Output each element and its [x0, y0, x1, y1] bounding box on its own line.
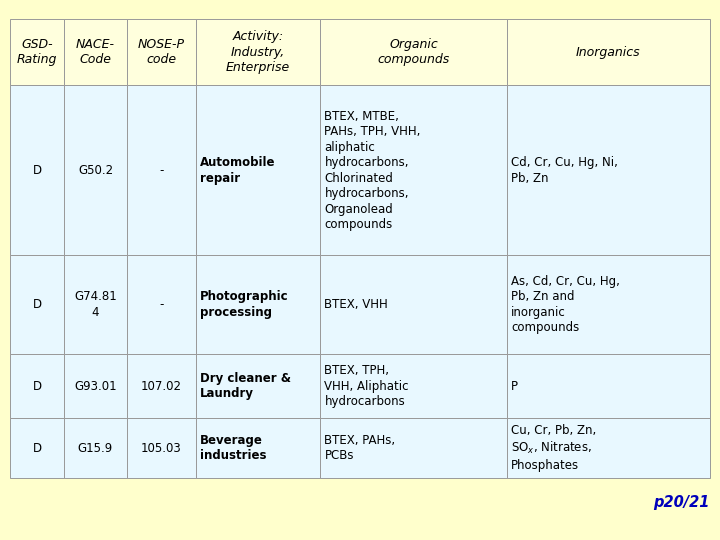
Text: P: P	[511, 380, 518, 393]
Bar	[507, 85, 710, 255]
Bar	[127, 354, 196, 418]
Text: 105.03: 105.03	[141, 442, 181, 455]
Bar	[64, 255, 127, 354]
Text: -: -	[159, 164, 163, 177]
Bar	[10, 418, 64, 478]
Text: NACE-
Code: NACE- Code	[76, 38, 115, 66]
Text: BTEX, TPH,
VHH, Aliphatic
hydrocarbons: BTEX, TPH, VHH, Aliphatic hydrocarbons	[325, 364, 409, 408]
Text: BTEX, VHH: BTEX, VHH	[325, 298, 388, 311]
Bar	[127, 19, 196, 85]
Text: Beverage
industries: Beverage industries	[200, 434, 266, 462]
Bar	[64, 85, 127, 255]
Text: Cd, Cr, Cu, Hg, Ni,
Pb, Zn: Cd, Cr, Cu, Hg, Ni, Pb, Zn	[511, 156, 618, 185]
Text: BTEX, PAHs,
PCBs: BTEX, PAHs, PCBs	[325, 434, 395, 462]
Text: D: D	[32, 164, 42, 177]
Bar	[10, 19, 64, 85]
Bar	[507, 19, 710, 85]
Bar	[320, 255, 507, 354]
Bar	[320, 418, 507, 478]
Text: NOSE-P
code: NOSE-P code	[138, 38, 185, 66]
Text: G50.2: G50.2	[78, 164, 113, 177]
Text: D: D	[32, 442, 42, 455]
Text: D: D	[32, 298, 42, 311]
Bar	[196, 85, 320, 255]
Bar	[196, 354, 320, 418]
Text: 107.02: 107.02	[140, 380, 181, 393]
Bar	[127, 255, 196, 354]
Bar	[196, 418, 320, 478]
Text: -: -	[159, 298, 163, 311]
Bar	[507, 354, 710, 418]
Text: Activity:
Industry,
Enterprise: Activity: Industry, Enterprise	[225, 30, 290, 74]
Bar	[196, 19, 320, 85]
Text: Dry cleaner &
Laundry: Dry cleaner & Laundry	[200, 372, 291, 400]
Bar	[64, 354, 127, 418]
Bar	[10, 255, 64, 354]
Bar	[64, 418, 127, 478]
Text: Organic
compounds: Organic compounds	[377, 38, 450, 66]
Bar	[127, 85, 196, 255]
Bar	[507, 255, 710, 354]
Text: p20/21: p20/21	[653, 495, 709, 510]
Bar	[64, 19, 127, 85]
Bar	[10, 85, 64, 255]
Bar	[320, 85, 507, 255]
Text: As, Cd, Cr, Cu, Hg,
Pb, Zn and
inorganic
compounds: As, Cd, Cr, Cu, Hg, Pb, Zn and inorganic…	[511, 275, 620, 334]
Bar	[127, 418, 196, 478]
Text: Photographic
processing: Photographic processing	[200, 291, 289, 319]
Text: Inorganics: Inorganics	[576, 46, 641, 59]
Text: D: D	[32, 380, 42, 393]
Text: G74.81
4: G74.81 4	[74, 291, 117, 319]
Text: GSD-
Rating: GSD- Rating	[17, 38, 57, 66]
Bar	[196, 255, 320, 354]
Text: G93.01: G93.01	[74, 380, 117, 393]
Text: Automobile
repair: Automobile repair	[200, 156, 275, 185]
Bar	[507, 418, 710, 478]
Bar	[10, 354, 64, 418]
Text: BTEX, MTBE,
PAHs, TPH, VHH,
aliphatic
hydrocarbons,
Chlorinated
hydrocarbons,
Or: BTEX, MTBE, PAHs, TPH, VHH, aliphatic hy…	[325, 110, 420, 231]
Text: Cu, Cr, Pb, Zn,
SO$_x$, Nitrates,
Phosphates: Cu, Cr, Pb, Zn, SO$_x$, Nitrates, Phosph…	[511, 424, 597, 472]
Bar	[320, 354, 507, 418]
Text: G15.9: G15.9	[78, 442, 113, 455]
Bar	[320, 19, 507, 85]
